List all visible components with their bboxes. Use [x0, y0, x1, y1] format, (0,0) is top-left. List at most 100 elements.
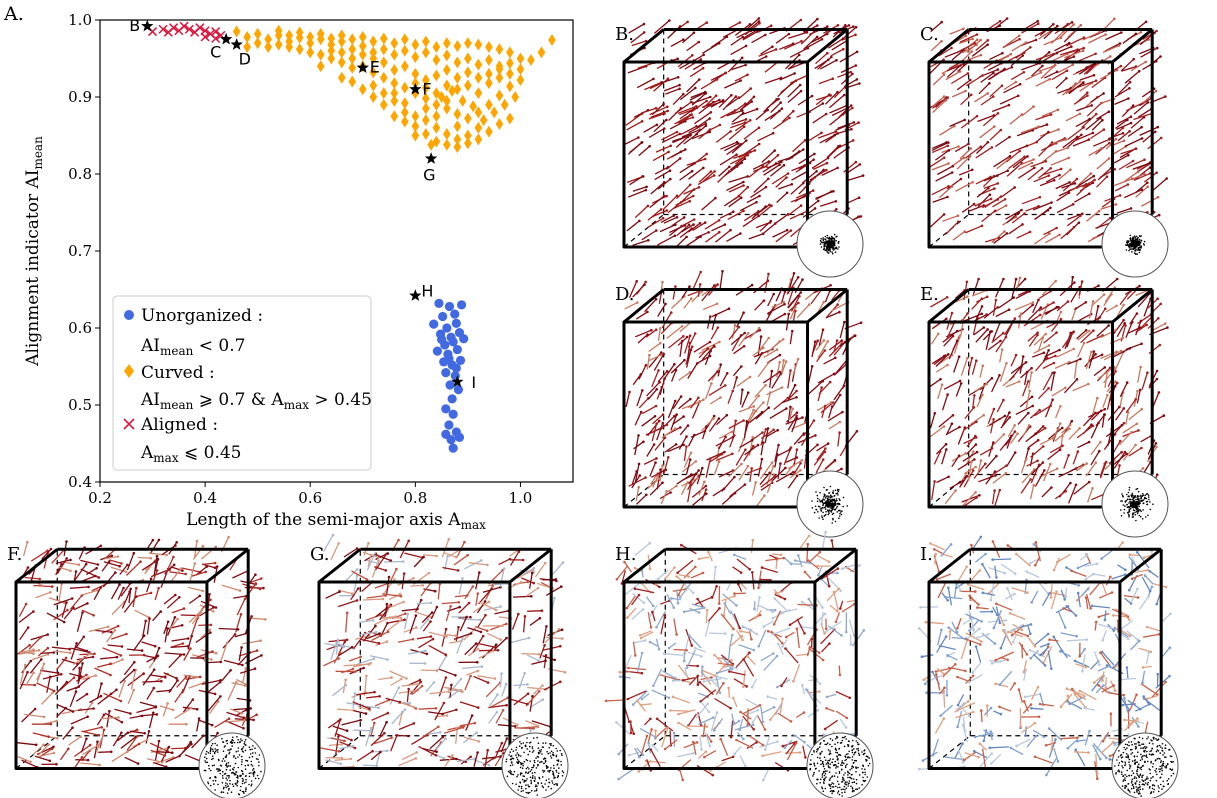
vector-arrow — [819, 134, 836, 144]
vector-arrow — [1116, 116, 1132, 125]
vector-head — [777, 443, 780, 447]
annotation-star — [409, 289, 422, 301]
vector-head — [210, 723, 214, 727]
vector-head — [1028, 389, 1031, 393]
vector-arrow — [207, 695, 221, 712]
vector-head — [258, 587, 262, 591]
vector-head — [106, 625, 110, 629]
vector-arrow — [1086, 210, 1100, 222]
orientation-dot — [838, 246, 840, 248]
vector-head — [992, 95, 995, 98]
vector-arrow — [978, 82, 990, 95]
vector-head — [835, 58, 838, 62]
vector-head — [950, 185, 954, 188]
vector-head — [841, 410, 844, 414]
vector-head — [826, 340, 829, 343]
vector-arrow — [39, 669, 59, 674]
vector-head — [1072, 55, 1076, 58]
vector-head — [685, 235, 688, 239]
vector-head — [209, 598, 212, 602]
vector-head — [1021, 355, 1025, 358]
vector-arrow — [707, 371, 718, 382]
vector-head — [116, 555, 120, 558]
orientation-dot — [818, 499, 821, 501]
vector-head — [1123, 322, 1126, 325]
orientation-dot — [251, 765, 254, 767]
vector-head — [959, 64, 962, 67]
vector-head — [657, 477, 661, 481]
vector-head — [1005, 464, 1008, 468]
vector-arrow — [241, 668, 247, 684]
vector-arrow — [647, 208, 662, 221]
vector-head — [703, 157, 707, 161]
data-point — [455, 355, 466, 365]
vector-head — [712, 417, 715, 420]
vector-arrow — [758, 48, 777, 57]
vector-arrow — [674, 116, 694, 125]
orientation-dot — [823, 241, 825, 244]
vector-arrow — [1118, 160, 1134, 171]
vector-arrow — [1065, 80, 1081, 95]
vector-head — [151, 538, 155, 542]
vector-head — [744, 44, 748, 48]
vector-arrow — [662, 195, 678, 211]
vector-head — [142, 672, 145, 675]
vector-head — [999, 339, 1002, 343]
orientation-dot — [1129, 234, 1132, 237]
vector-arrow — [720, 141, 738, 150]
vector-head — [802, 181, 805, 185]
vector-head — [729, 130, 732, 133]
vector-head — [861, 174, 865, 177]
vector-head — [52, 651, 56, 654]
orientation-dot — [830, 245, 832, 248]
orientation-dot — [827, 502, 830, 505]
vector-head — [137, 742, 141, 746]
orientation-dot — [825, 247, 828, 250]
vector-head — [254, 582, 258, 585]
vector-head — [990, 447, 994, 450]
vector-arrow — [936, 165, 954, 176]
orientation-dot — [832, 246, 835, 248]
vector-arrow — [825, 311, 840, 319]
data-point — [495, 89, 504, 102]
vector-arrow — [751, 431, 763, 441]
vector-arrow — [1011, 42, 1027, 52]
vector-head — [992, 114, 996, 117]
vector-arrow — [787, 384, 796, 399]
vector-head — [1122, 303, 1125, 307]
data-point — [441, 368, 451, 378]
vector-head — [1006, 169, 1009, 172]
vector-arrow — [788, 273, 795, 291]
vector-head — [816, 24, 819, 27]
vector-head — [645, 185, 648, 189]
data-point — [358, 30, 367, 43]
orientation-dot — [1131, 506, 1134, 508]
vector-arrow — [631, 471, 638, 486]
vector-arrow — [1105, 138, 1117, 150]
vector-arrow — [1027, 332, 1039, 342]
vector-head — [1129, 115, 1133, 118]
vector-arrow — [831, 107, 848, 117]
vector-head — [741, 388, 744, 392]
vector-head — [1024, 41, 1028, 44]
vector-head — [1036, 459, 1039, 463]
vector-head — [201, 544, 205, 548]
vector-head — [1025, 457, 1028, 461]
vector-head — [789, 369, 792, 372]
vector-head — [99, 694, 103, 698]
cube-panel-label: E. — [920, 284, 939, 305]
vector-head — [665, 209, 669, 212]
vector-head — [56, 737, 59, 740]
vector-arrow — [1077, 175, 1095, 187]
vector-arrow — [651, 370, 660, 388]
vector-head — [235, 681, 238, 684]
orientation-dot — [1128, 249, 1130, 252]
vector-arrow — [698, 129, 711, 140]
vector-arrow — [718, 431, 733, 440]
vector-head — [663, 112, 666, 115]
vector-head — [1055, 331, 1058, 334]
orientation-dot — [825, 510, 827, 513]
vector-arrow — [636, 494, 647, 505]
vector-arrow — [832, 24, 846, 38]
vector-arrow — [638, 397, 649, 409]
